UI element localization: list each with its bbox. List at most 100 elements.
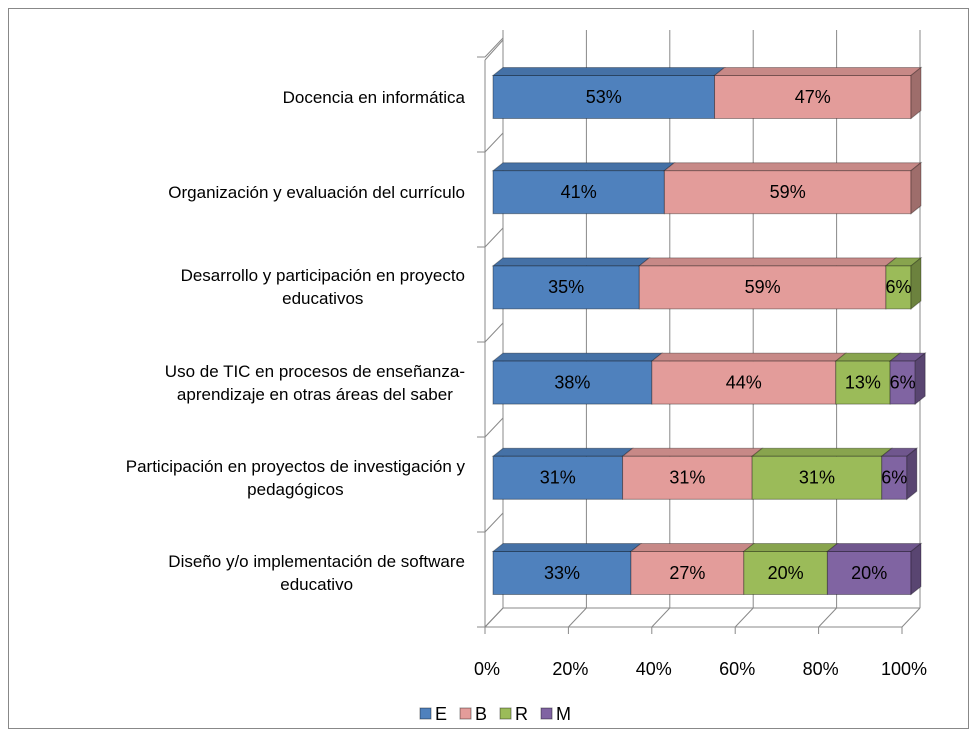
bar (492, 551, 632, 595)
bar (826, 551, 912, 595)
value-label: 6% (881, 468, 907, 488)
bar-side (906, 447, 918, 501)
bar-side-shade (911, 67, 921, 119)
legend-swatch (540, 707, 553, 720)
bar-side (910, 161, 922, 215)
bar-side-shade (915, 353, 926, 405)
value-label: 6% (885, 277, 911, 297)
wall-tick (484, 227, 504, 248)
legend-swatch (419, 707, 432, 720)
value-label: 27% (669, 563, 705, 583)
value-label: 44% (726, 372, 762, 392)
bar-top-shade (664, 162, 921, 171)
bar (492, 265, 640, 310)
value-label: 41% (561, 182, 597, 202)
bar (663, 170, 912, 215)
bar-side (914, 352, 926, 406)
bar-side (910, 66, 922, 120)
bar (885, 265, 912, 310)
floor-line (734, 607, 754, 628)
value-label: 6% (890, 372, 916, 392)
value-label: 38% (554, 372, 590, 392)
wall-tick (484, 132, 504, 153)
value-label: 31% (540, 468, 576, 488)
bar-side-shade (906, 448, 917, 500)
bar-side (910, 256, 922, 310)
bar-side (910, 542, 922, 596)
value-label: 59% (770, 182, 806, 202)
bar-top-shade (881, 448, 917, 457)
value-label: 47% (795, 87, 831, 107)
bar-top-shade (835, 353, 901, 362)
bar (651, 360, 837, 405)
legend-label: M (556, 704, 571, 724)
category-label-row: Organización y evaluación del currículo (20, 181, 465, 204)
x-tick-label: 20% (552, 659, 588, 679)
y-tick-label: Docencia en informática (282, 87, 465, 107)
category-label-row: Docencia en informática (20, 86, 465, 109)
bar-top-shade (493, 543, 641, 552)
bar (751, 455, 883, 500)
bar-top-shade (493, 353, 662, 362)
y-tick-label: Organización y evaluación del currículo (168, 182, 465, 202)
bar-top-shade (890, 353, 926, 362)
value-label: 53% (586, 87, 622, 107)
bar (743, 551, 828, 595)
wall-tick (484, 322, 504, 343)
value-label: 59% (745, 277, 781, 297)
bar-top-shade (630, 543, 754, 552)
bar-top-shade (493, 257, 650, 266)
bar-top-shade (493, 162, 675, 171)
y-tick-label: Uso de TIC en procesos de enseñanza- apr… (164, 361, 465, 404)
bar (881, 455, 908, 500)
bar-top-shade (885, 257, 921, 266)
legend-swatch (459, 707, 472, 720)
x-tick-label: 100% (881, 659, 927, 679)
legend-label: E (435, 704, 447, 724)
y-tick-label: Desarrollo y participación en proyecto e… (180, 266, 465, 309)
bar-top-shade (743, 543, 838, 552)
value-label: 20% (768, 563, 804, 583)
bar-top-shade (714, 67, 921, 76)
category-label-row: Diseño y/o implementación de software ed… (20, 550, 465, 596)
category-label-row: Desarrollo y participación en proyecto e… (20, 264, 465, 310)
bar (492, 75, 716, 119)
value-label: 31% (799, 468, 835, 488)
floor-line (818, 607, 837, 628)
bar-top-shade (493, 448, 633, 457)
floor-line (651, 607, 671, 628)
legend-label: R (515, 704, 528, 724)
bar-top-shade (827, 543, 921, 552)
value-label: 35% (548, 277, 584, 297)
wall-tick (484, 512, 504, 533)
bar-side-shade (911, 257, 921, 309)
bar-side-shade (911, 543, 921, 595)
value-label: 33% (544, 563, 580, 583)
bar (630, 551, 745, 595)
legend-label: B (475, 704, 487, 724)
wall-tick (484, 417, 504, 438)
bar-top-shade (639, 257, 896, 266)
bar (622, 455, 753, 500)
x-tick-label: 0% (474, 659, 500, 679)
legend-swatch (499, 707, 512, 720)
floor-line (484, 607, 504, 628)
value-label: 20% (851, 563, 887, 583)
bar (492, 360, 653, 405)
wall-line (484, 39, 504, 61)
value-label: 31% (669, 468, 705, 488)
x-tick-label: 80% (803, 659, 839, 679)
y-tick-label: Diseño y/o implementación de software ed… (168, 552, 465, 594)
y-tick-label: Participación en proyectos de investigac… (125, 456, 465, 499)
wall-tick (484, 37, 504, 58)
bar-top-shade (493, 67, 725, 76)
bar (492, 455, 624, 500)
x-tick-label: 40% (636, 659, 672, 679)
bar-top-shade (651, 353, 846, 362)
bar-side-shade (911, 162, 921, 214)
x-tick-label: 60% (719, 659, 755, 679)
floor-line (568, 607, 587, 628)
category-label-row: Uso de TIC en procesos de enseñanza- apr… (20, 360, 465, 406)
